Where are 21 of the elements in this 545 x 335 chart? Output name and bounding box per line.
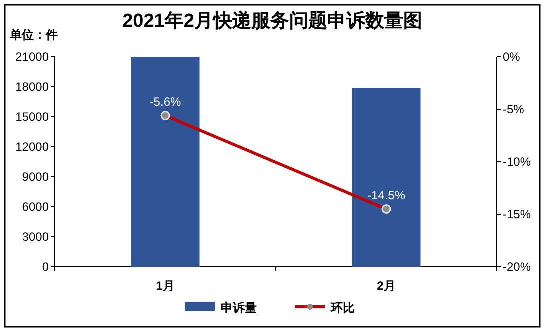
- y-tick-label: 0: [42, 260, 50, 274]
- y2-tick-label: -5%: [503, 102, 525, 116]
- x-tick-label: 2月: [377, 279, 396, 293]
- data-label: -14.5%: [367, 188, 406, 202]
- y2-tick-label: 0%: [503, 50, 521, 64]
- y-tick-label: 21000: [16, 50, 50, 64]
- data-label: -5.6%: [150, 94, 182, 109]
- y-tick-label: 18000: [16, 80, 50, 94]
- y2-tick-label: -10%: [503, 155, 532, 169]
- y-tick-label: 12000: [16, 140, 50, 154]
- y-tick-label: 3000: [22, 230, 50, 244]
- y-axis-title: 单位：件: [9, 28, 58, 42]
- y-tick-label: 9000: [22, 170, 50, 184]
- x-tick-label: 1月: [156, 279, 175, 293]
- legend-label: 申诉量: [221, 301, 257, 315]
- y-tick-label: 15000: [16, 110, 50, 124]
- legend-label: 环比: [330, 301, 355, 315]
- y2-tick-label: -20%: [503, 260, 532, 274]
- chart-title: 2021年2月快递服务问题申诉数量图: [122, 10, 422, 32]
- y-tick-label: 6000: [22, 200, 50, 214]
- y2-tick-label: -15%: [503, 208, 532, 222]
